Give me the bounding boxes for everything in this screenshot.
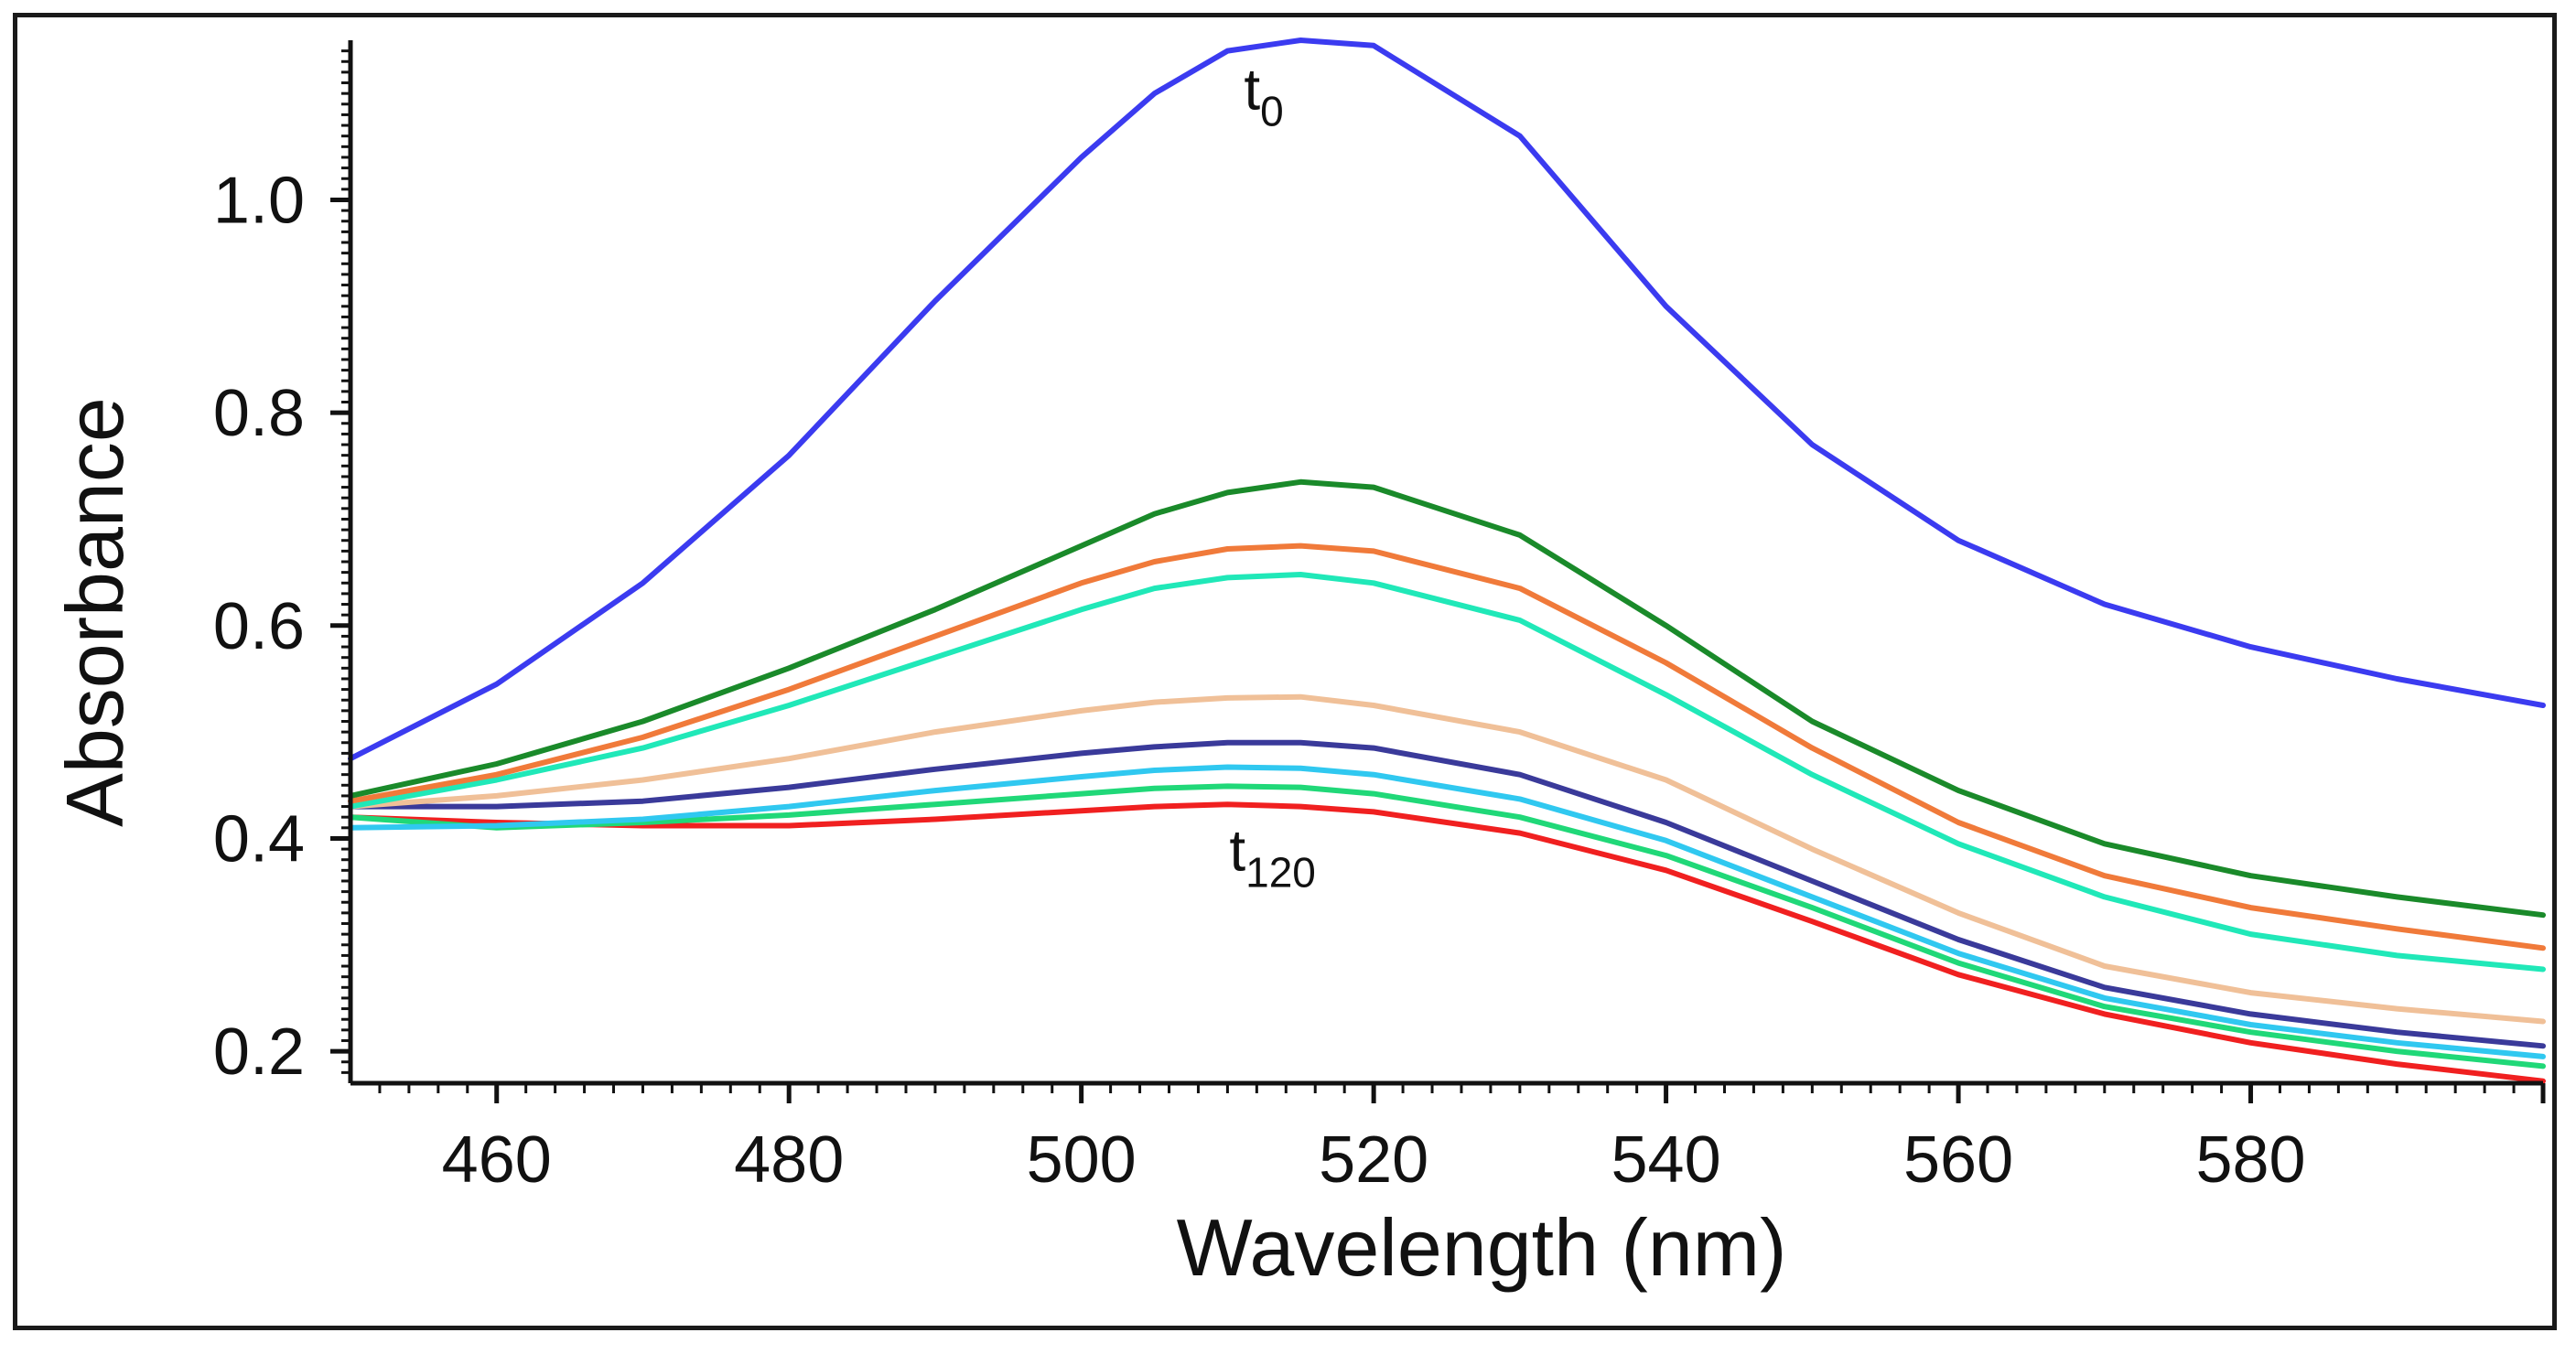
series-line-curve-8	[348, 783, 2546, 1069]
curve-annotation: t120	[1229, 817, 1316, 896]
x-tick-label: 540	[1611, 1123, 1721, 1197]
label-layer: 460 480 500 520 540 560 580 0.2 0.4 0.6 0.8 1.0	[213, 164, 2306, 1197]
x-tick-label: 520	[1319, 1123, 1428, 1197]
x-tick-label: 560	[1903, 1123, 2013, 1197]
series-line-curve-2	[348, 478, 2546, 919]
x-tick-label: 500	[1027, 1123, 1137, 1197]
series-line-t0	[348, 38, 2546, 762]
curve-annotation-subscript: 120	[1245, 848, 1316, 896]
series-line-curve-6	[348, 739, 2546, 1049]
series-line-curve-5	[348, 693, 2546, 1025]
y-tick-label: 1.0	[213, 164, 305, 237]
x-tick-label: 460	[442, 1123, 552, 1197]
x-axis-title: Wavelength (nm)	[1177, 1202, 1787, 1293]
x-tick-label: 480	[734, 1123, 844, 1197]
curve-annotation: t0	[1244, 57, 1283, 135]
y-tick-label: 0.8	[213, 377, 305, 450]
absorbance-chart: 460 480 500 520 540 560 580 0.2 0.4 0.6 0.8 1.0 Wav…	[49, 38, 2546, 1293]
curve-annotation-subscript: 0	[1260, 88, 1284, 135]
y-tick-label: 0.6	[213, 590, 305, 663]
figure-frame: 460 480 500 520 540 560 580 0.2 0.4 0.6 0.8 1.0 Wav…	[13, 13, 2557, 1330]
series-line-curve-7	[348, 764, 2546, 1059]
series-line-t120	[348, 801, 2546, 1084]
series-layer	[348, 38, 2546, 1084]
tick-layer	[330, 49, 2546, 1103]
y-axis-title: Absorbance	[49, 397, 140, 827]
y-tick-label: 0.4	[213, 802, 305, 876]
series-line-curve-4	[348, 572, 2546, 973]
series-line-curve-3	[348, 543, 2546, 951]
y-tick-label: 0.2	[213, 1016, 305, 1089]
x-tick-label: 580	[2195, 1123, 2305, 1197]
